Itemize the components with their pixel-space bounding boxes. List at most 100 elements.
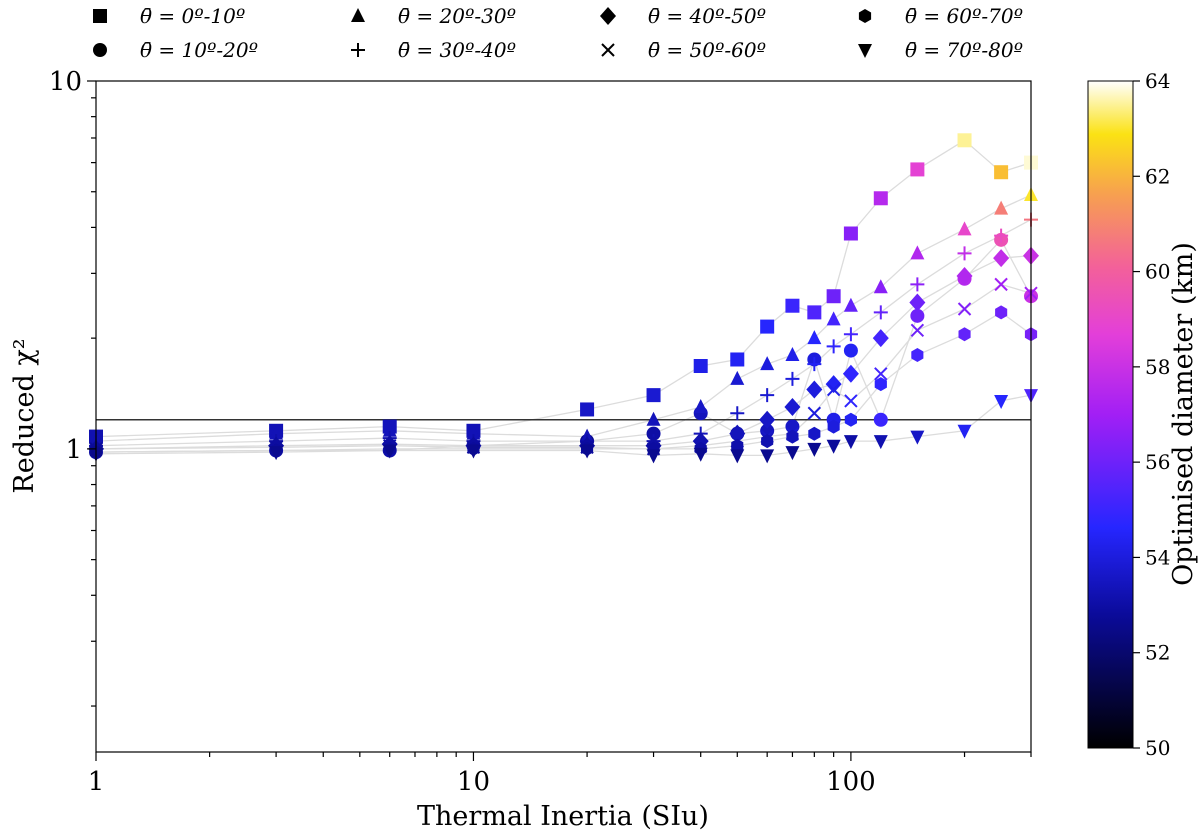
data-point-triangle-down [807,442,822,457]
colorbar-tick-label: 60 [1145,260,1170,284]
data-point-triangle [760,356,775,371]
legend-marker-plus [351,43,365,57]
data-point-plus [873,305,888,320]
data-point-square [826,289,841,304]
data-point-hexagon [808,426,821,441]
legend-label: θ̄ = 40º-50º [648,4,766,28]
legend-label: θ̄ = 60º-70º [905,4,1023,28]
data-point-square [730,352,745,367]
data-point-x [994,277,1008,292]
data-point-triangle [957,221,972,236]
x-axis-label: Thermal Inertia (SIu) [417,801,709,832]
colorbar-tick-label: 58 [1145,355,1170,379]
data-point-triangle-down [785,446,800,461]
data-point-hexagon [731,438,744,453]
data-point-x [957,302,972,316]
data-point-plus [807,357,822,372]
legend-marker-triangle [351,8,365,22]
data-point-square [646,388,661,403]
data-point-x [910,323,925,338]
colorbar-tick-label: 54 [1145,545,1170,569]
colorbar-ticks: 50 52 54 56 58 60 62 64 [1133,69,1170,760]
data-point-square [910,162,925,177]
data-point-diamond [842,364,859,383]
data-point-square [693,359,708,374]
data-point-square [873,191,888,206]
legend: θ̄ = 0º-10º θ̄ = 10º-20º θ̄ = 20º-30º θ̄ = … [93,4,1023,62]
series-line-0 [95,139,1032,438]
series-line-7 [95,394,1032,457]
data-point-hexagon [874,377,887,392]
data-point-triangle-down [873,435,888,450]
plot-frame [95,80,1032,753]
data-point-triangle-down [382,444,397,459]
data-point-square [843,226,858,241]
data-point-x [844,394,858,408]
data-point-triangle-down [646,449,661,464]
data-point-circle [910,308,925,323]
data-point-triangle-down [760,449,775,464]
data-point-triangle [826,311,841,326]
data-point-diamond [784,397,801,416]
data-point-square [785,298,800,313]
legend-marker-hexagon [858,9,872,23]
data-point-x [874,367,888,381]
data-point-square [760,319,775,334]
y-axis-label: Reduced χ² [9,338,40,493]
colorbar-tick-label: 52 [1145,641,1170,665]
colorbar-tick-label: 50 [1145,736,1170,760]
data-point-x [826,382,841,397]
series-line-2 [95,194,1032,442]
data-point-hexagon [786,429,799,444]
colorbar-label: Optimised diameter (km) [1168,242,1199,586]
colorbar-tick-label: 62 [1145,164,1170,188]
data-point-diamond [825,375,842,394]
legend-label: θ̄ = 10º-20º [140,38,258,62]
series-line-3 [95,219,1032,447]
data-point-triangle-down [466,444,481,459]
x-axis-ticks: 1 10 100 [88,752,1032,797]
series-connector-lines [95,139,1032,457]
data-point-hexagon [911,348,924,362]
data-point-square [957,133,972,148]
series-line-6 [95,311,1032,453]
data-point-square [807,305,822,320]
x-tick-label: 100 [826,767,876,797]
data-point-diamond [993,249,1010,268]
data-point-hexagon [761,434,774,449]
series-line-5 [95,283,1032,450]
data-point-triangle-down [693,447,708,462]
data-point-triangle-down [730,449,745,464]
data-point-circle [843,343,858,358]
data-point-plus [843,327,858,342]
legend-marker-diamond [600,7,616,25]
data-point-plus [826,339,841,354]
colorbar-gradient [1087,80,1134,749]
data-point-diamond [872,329,889,348]
legend-marker-circle [93,43,107,57]
legend-label: θ̄ = 70º-80º [905,38,1023,62]
data-point-triangle [466,425,481,440]
y-tick-label: 1 [65,435,82,465]
data-point-triangle [269,425,284,440]
data-point-triangle-down [910,430,925,445]
legend-label: θ̄ = 50º-60º [648,38,766,62]
data-point-hexagon [995,305,1008,320]
data-point-triangle-down [994,394,1009,409]
data-point-square [580,402,595,417]
x-tick-label: 1 [88,767,105,797]
legend-marker-triangle-down [858,44,872,58]
legend-label: θ̄ = 20º-30º [398,4,516,28]
data-point-plus [730,406,745,421]
data-point-triangle-down [826,439,841,454]
data-point-plus [785,371,800,386]
legend-marker-square [93,9,107,23]
data-point-square [994,165,1009,180]
data-point-triangle [382,422,397,437]
data-point-triangle-down [957,424,972,439]
data-point-hexagon [958,327,971,342]
data-point-hexagon [844,412,857,427]
data-point-triangle [807,330,822,345]
colorbar-tick-label: 64 [1145,69,1170,93]
